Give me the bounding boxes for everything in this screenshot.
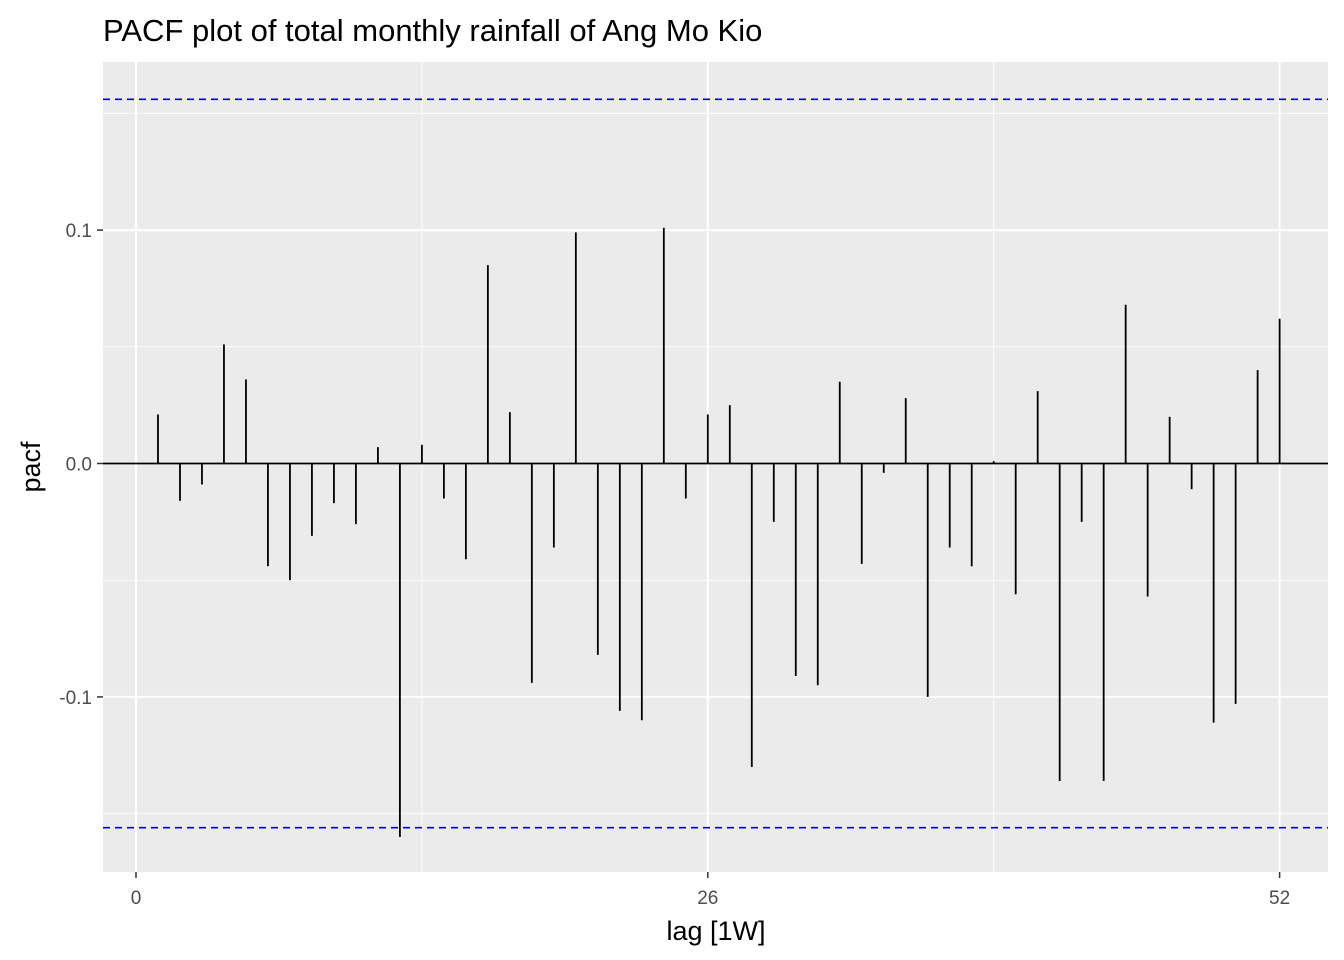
x-axis-title: lag [1W] [666,916,765,946]
x-tick-label: 0 [131,888,142,909]
y-axis-title: pacf [16,441,46,493]
chart-title: PACF plot of total monthly rainfall of A… [103,13,762,48]
pacf-bars [157,227,1281,837]
x-tick-label: 52 [1269,888,1290,909]
x-axis: 0 26 52 [131,872,1290,909]
x-tick-label: 26 [697,888,718,909]
y-tick-label: -0.1 [59,688,92,709]
y-tick-label: 0.1 [66,221,92,242]
y-axis: -0.1 0.0 0.1 [59,221,103,709]
confidence-bounds [103,98,1328,829]
y-tick-label: 0.0 [66,454,92,475]
plot-panel [103,62,1328,872]
minor-gridlines [103,62,1328,872]
